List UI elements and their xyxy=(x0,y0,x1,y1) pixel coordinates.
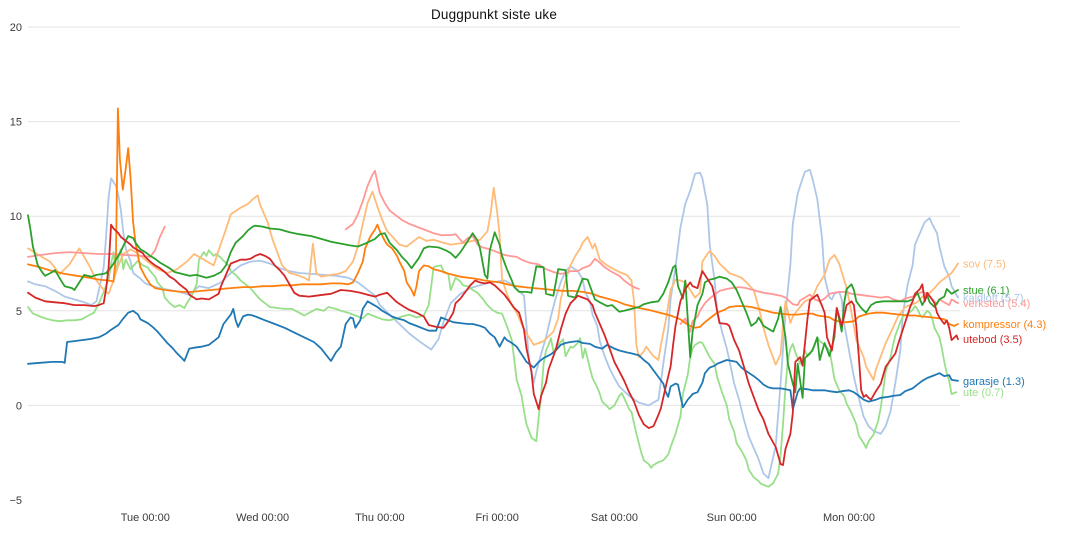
legend-label-utebod: utebod (3.5) xyxy=(963,334,1022,346)
legend-label-kompressor: kompressor (4.3) xyxy=(963,319,1046,331)
x-tick-label: Sat 00:00 xyxy=(591,512,638,524)
series-line-garasje[interactable] xyxy=(27,300,959,411)
legend-label-kaldloft: kaldloft (5.7) xyxy=(963,293,1024,305)
legend-label-stue: stue (6.1) xyxy=(963,285,1009,297)
y-tick-label: 20 xyxy=(10,22,22,34)
legend-label-garasje: garasje (1.3) xyxy=(963,376,1025,388)
y-tick-label: 15 xyxy=(10,117,22,129)
legend-label-ute: ute (0.7) xyxy=(963,387,1004,399)
y-tick-label: −5 xyxy=(9,495,22,507)
series-line-stue[interactable] xyxy=(27,214,959,399)
x-tick-label: Fri 00:00 xyxy=(475,512,518,524)
chart-title: Duggpunkt siste uke xyxy=(430,7,558,22)
series-line-verksted[interactable] xyxy=(344,169,640,290)
series-line-utebod[interactable] xyxy=(27,223,959,466)
legend-label-sov: sov (7.5) xyxy=(963,259,1006,271)
x-tick-label: Sun 00:00 xyxy=(707,512,757,524)
x-tick-label: Mon 00:00 xyxy=(823,512,875,524)
x-tick-label: Wed 00:00 xyxy=(236,512,289,524)
y-tick-label: 10 xyxy=(10,211,22,223)
y-tick-label: 0 xyxy=(16,400,22,412)
legend-label-verksted: verksted (5.4) xyxy=(963,298,1030,310)
series-line-kaldloft[interactable] xyxy=(27,168,959,480)
series-line-sov[interactable] xyxy=(27,186,959,381)
x-tick-label: Thu 00:00 xyxy=(355,512,405,524)
y-tick-label: 5 xyxy=(16,306,22,318)
x-tick-label: Tue 00:00 xyxy=(121,512,170,524)
series-line-kompressor[interactable] xyxy=(27,107,959,329)
series-line-verksted[interactable] xyxy=(27,225,166,258)
